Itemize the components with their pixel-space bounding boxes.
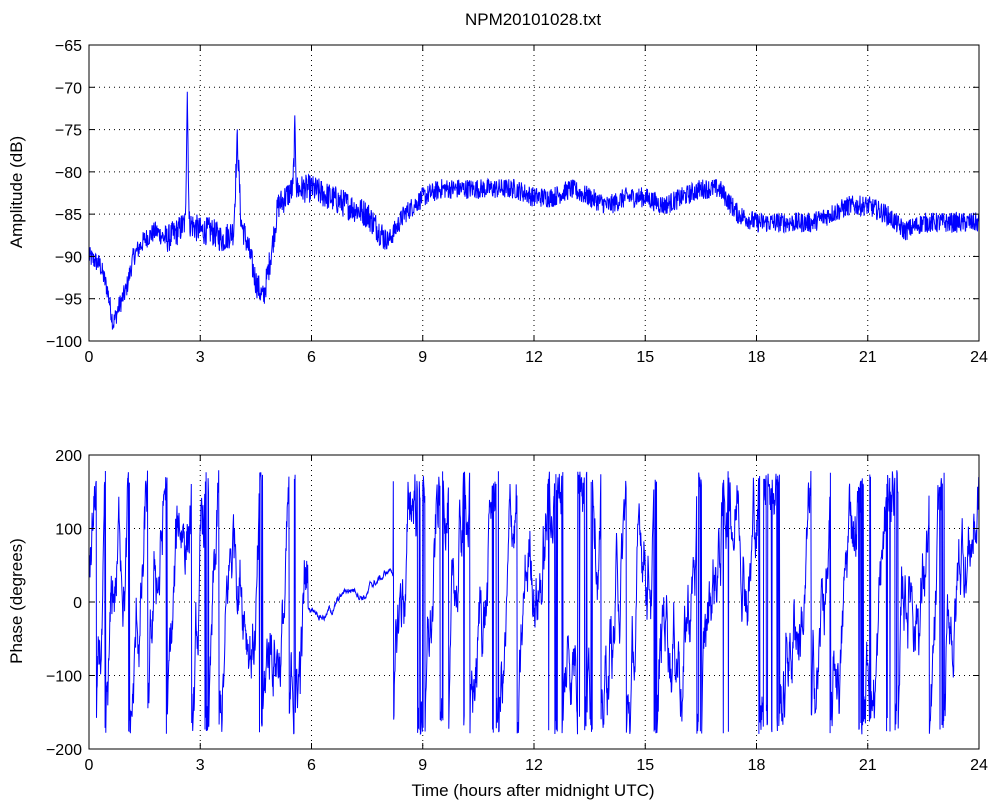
phase-xtick-label: 12 bbox=[525, 757, 543, 774]
phase-xtick-label: 3 bbox=[196, 757, 205, 774]
amplitude-ytick-label: −90 bbox=[55, 249, 82, 266]
amplitude-ytick-label: −100 bbox=[46, 334, 82, 351]
amplitude-ytick-label: −95 bbox=[55, 292, 82, 309]
phase-xtick-label: 9 bbox=[418, 757, 427, 774]
phase-xtick-label: 15 bbox=[636, 757, 654, 774]
phase-xtick-label: 18 bbox=[748, 757, 766, 774]
phase-ytick-label: −200 bbox=[46, 742, 82, 759]
chart-title: NPM20101028.txt bbox=[465, 10, 601, 29]
amplitude-xtick-label: 24 bbox=[970, 349, 988, 366]
amplitude-ytick-label: −65 bbox=[55, 38, 82, 55]
amplitude-xtick-label: 18 bbox=[748, 349, 766, 366]
phase-xtick-label: 0 bbox=[85, 757, 94, 774]
amplitude-ytick-label: −70 bbox=[55, 80, 82, 97]
amplitude-series bbox=[88, 91, 980, 330]
phase-xtick-label: 6 bbox=[307, 757, 316, 774]
amplitude-ytick-label: −80 bbox=[55, 165, 82, 182]
amplitude-ytick-label: −75 bbox=[55, 123, 82, 140]
amplitude-xtick-label: 12 bbox=[525, 349, 543, 366]
phase-ylabel: Phase (degrees) bbox=[7, 538, 26, 664]
phase-ytick-label: 100 bbox=[55, 522, 82, 539]
amplitude-ylabel: Amplitude (dB) bbox=[7, 136, 26, 248]
phase-ytick-label: 200 bbox=[55, 448, 82, 465]
amplitude-xtick-label: 9 bbox=[418, 349, 427, 366]
amplitude-xtick-label: 21 bbox=[859, 349, 877, 366]
phase-xtick-label: 21 bbox=[859, 757, 877, 774]
amplitude-axes: 0 3 6 9 12 15 18 21 24 −100 −95 −90 −85 −80 −75 −70 −65 bbox=[46, 38, 988, 366]
phase-series bbox=[88, 470, 980, 735]
phase-ytick-label: 0 bbox=[73, 595, 82, 612]
phase-axes: 0 3 6 9 12 15 18 21 24 −200 −100 0 100 200 bbox=[46, 448, 988, 774]
phase-xtick-label: 24 bbox=[970, 757, 988, 774]
amplitude-xtick-label: 0 bbox=[85, 349, 94, 366]
phase-ytick-label: −100 bbox=[46, 669, 82, 686]
amplitude-xtick-label: 3 bbox=[196, 349, 205, 366]
phase-xlabel: Time (hours after midnight UTC) bbox=[411, 781, 654, 800]
amplitude-xtick-label: 15 bbox=[636, 349, 654, 366]
amplitude-xtick-label: 6 bbox=[307, 349, 316, 366]
amplitude-frame bbox=[88, 44, 980, 342]
amplitude-ytick-label: −85 bbox=[55, 207, 82, 224]
